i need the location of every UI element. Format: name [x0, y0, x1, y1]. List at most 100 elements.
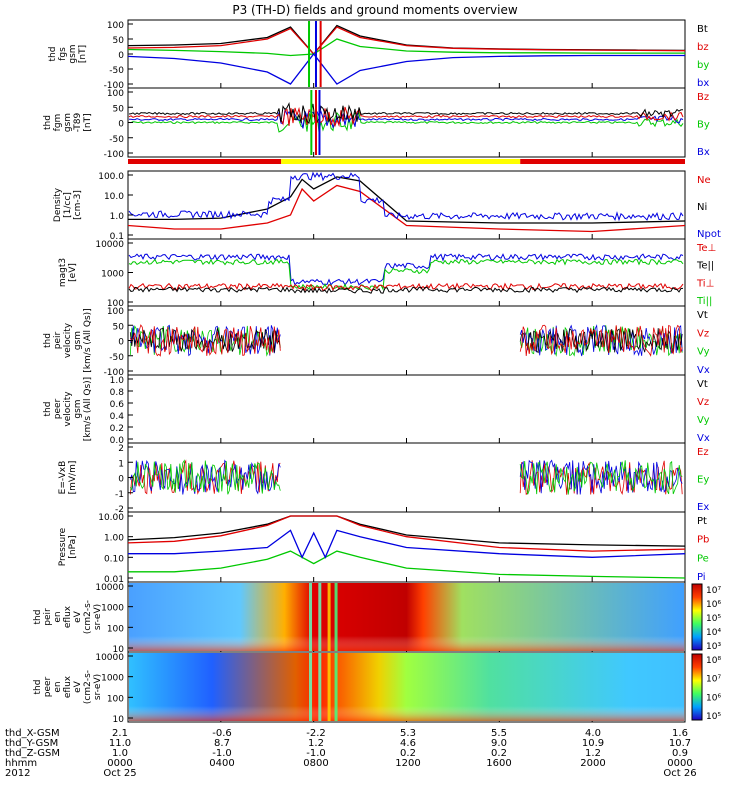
series-density-Ni [128, 176, 686, 224]
panel-efield: E=-VxB [mV/m] 2 1 0 -1 -2 Ez Ey Ex [58, 444, 709, 515]
series-fgs-by [127, 38, 685, 57]
ylabel-peer_spec: thd [33, 680, 43, 695]
footer-value: 0000 [107, 758, 132, 769]
ytick-label: 10.0 [104, 192, 124, 202]
colorbar-label: 10⁷ [706, 675, 721, 685]
ytick-label: 1000 [101, 604, 124, 614]
legend-fgm: By [697, 120, 710, 131]
panel-frame-fgs [127, 19, 686, 89]
ylabel-efield: [mV/m] [68, 461, 78, 495]
ytick-label: 100.0 [98, 172, 124, 182]
panel-pressure: Pressure [nPa] 10.00 1.00 0.10 0.01 Pt Pb Pe Pi [58, 513, 709, 585]
ylabel-fgm: -T89 [73, 113, 83, 133]
ytick-label: 0.0 [110, 436, 125, 446]
panel-density: Density [1/cc] [cm-3] 100.0 10.0 1.0 0.1 Ne Ni Np… [53, 172, 721, 242]
panel-peer_spec: thd peer en eflux eV (cm2-s-sr-eV) 10000 1000 10… [33, 653, 721, 725]
ytick-label: 0 [118, 338, 124, 348]
ytick-label: 0.10 [104, 554, 124, 564]
ylabel-fgs: thd [48, 47, 58, 62]
ylabel-fgm: thd [43, 115, 53, 130]
colorbar-label: 10⁵ [706, 614, 721, 624]
ytick-label: 1 [118, 459, 124, 469]
ytick-label: 0 [118, 475, 124, 485]
ytick-label: 10 [113, 645, 125, 655]
footer-value: 5.3 [400, 728, 416, 739]
footer-value: -0.6 [212, 728, 232, 739]
ylabel-peer_spec: (cm2-s- [83, 670, 93, 704]
footer-value: 1.6 [672, 728, 688, 739]
ylabel-peir: peir [53, 331, 63, 349]
ylabel-temp: magt3 [58, 258, 68, 287]
footer-value: 11.0 [109, 738, 131, 749]
ytick-label: 1000 [101, 270, 124, 280]
panel-peir_spec: thd peir en eflux eV (cm2-s-sr-eV) 10000 1000 10… [33, 583, 721, 655]
ylabel-fgm: fgm [53, 114, 63, 132]
ylabel-peir_spec: eV [73, 610, 83, 623]
ylabel-peer: thd [43, 402, 53, 417]
ylabel-peer: velocity [63, 391, 73, 427]
ytick-label: 10.00 [98, 513, 124, 523]
legend-peir: Vx [697, 365, 710, 376]
legend-temp: Ti⊥ [696, 278, 714, 289]
colorbar-label: 10⁸ [706, 656, 721, 666]
colorbar-label: 10⁷ [706, 586, 721, 596]
ylabel-pressure: [nPa] [68, 535, 78, 558]
fgm-trace-blue [129, 107, 684, 129]
footer-value: 10.9 [582, 738, 604, 749]
temp-trace-green [128, 258, 684, 291]
legend-fgs: by [697, 60, 709, 71]
series-pressure-Pe [128, 550, 686, 579]
ylabel-fgm: [nT] [83, 113, 93, 131]
ytick-label: 0.01 [104, 575, 124, 585]
spectrogram-stripe [309, 583, 313, 651]
colorbar-label: 10⁶ [706, 600, 721, 610]
ylabel-fgs: [nT] [78, 45, 88, 63]
ylabel-peir_spec: peir [43, 608, 53, 626]
legend-density: Ne [697, 175, 711, 186]
spectrogram-stripe [334, 583, 338, 651]
ylabel-fgs: gsm [68, 44, 78, 63]
ylabel-peir_spec: eflux [63, 605, 73, 628]
series-pressure-Pi [128, 529, 686, 559]
colorbar-label: 10⁵ [706, 712, 721, 722]
ytick-label: -50 [109, 353, 124, 363]
panel-temp: magt3 [eV] 10000 1000 100 Te⊥ Te|| Ti⊥ Ti|| [58, 240, 716, 309]
legend-peir: Vy [697, 347, 710, 358]
colorbar-peir_spec [691, 583, 703, 651]
footer-row-label: thd_Y-GSM [5, 738, 58, 749]
series-pressure-Pt [127, 515, 686, 547]
legend-peir: Vz [697, 328, 709, 339]
ytick-label: -100 [104, 150, 125, 160]
ytick-label: 50 [113, 36, 125, 46]
footer-row-label: hhmm [5, 758, 37, 769]
panel-frame-peer [127, 374, 686, 444]
footer-value: -1.0 [306, 748, 326, 759]
spectrogram-stripe [334, 653, 338, 721]
colorbar-label: 10³ [706, 642, 721, 652]
mode-bar-red-2 [520, 159, 685, 164]
legend-pressure: Pi [697, 572, 706, 583]
panel-fgs: thd fgs gsm [nT] 100 50 0 -50 -100 Bt bz by bx [48, 21, 709, 91]
ylabel-peir_spec: sr-eV) [93, 604, 103, 630]
ylabel-peir_spec: en [53, 611, 63, 622]
footer-value: 10.7 [669, 738, 691, 749]
series-fgs-bz [127, 26, 686, 55]
series-density-Npot [128, 171, 684, 222]
legend-fgm: Bx [697, 147, 710, 158]
spectrogram-stripe [327, 583, 331, 651]
ytick-label: 100 [107, 694, 124, 704]
ylabel-density: Density [53, 187, 63, 222]
ytick-label: -50 [109, 66, 124, 76]
ylabel-peer: peer [53, 398, 63, 419]
footer-value: 0.2 [491, 748, 507, 759]
ylabel-density: [cm-3] [73, 190, 83, 220]
ylabel-peir: gsm [73, 331, 83, 350]
footer-value: 9.0 [491, 738, 507, 749]
series-fgs-bx [127, 52, 685, 85]
ytick-label: 100 [107, 89, 124, 99]
ylabel-peer_spec: en [53, 681, 63, 692]
footer-value: 0800 [303, 758, 328, 769]
figure-title: P3 (TH-D) fields and ground moments over… [232, 3, 517, 17]
legend-peer: Vz [697, 397, 709, 408]
